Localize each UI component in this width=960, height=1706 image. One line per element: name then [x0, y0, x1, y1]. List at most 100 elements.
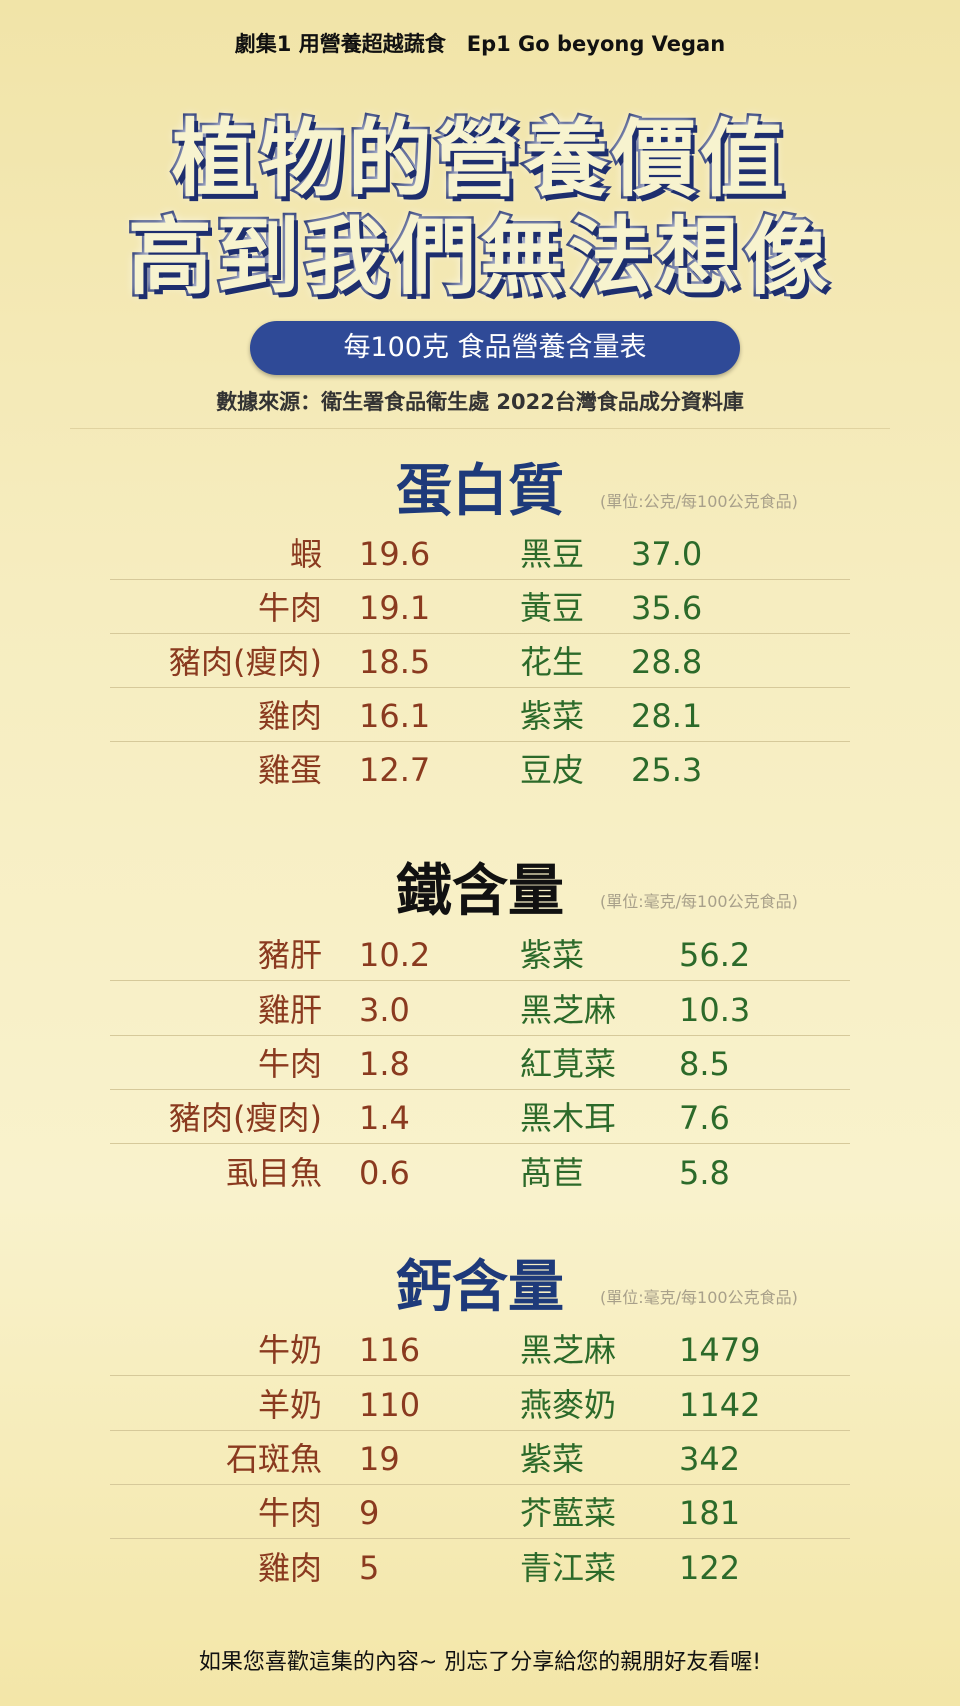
plant-food-name: 紫菜 — [520, 936, 585, 974]
table-row: 蝦 19.6 黑豆 37.0 — [110, 526, 850, 580]
table-row: 虱目魚 0.6 萵苣 5.8 — [110, 1145, 850, 1199]
table-row: 牛肉 19.1 黃豆 35.6 — [110, 580, 850, 634]
animal-food-value: 19.6 — [359, 535, 431, 573]
animal-food-value: 1.4 — [359, 1099, 410, 1137]
plant-food-name: 黑芝麻 — [520, 1331, 617, 1369]
animal-food-name: 雞肝 — [257, 991, 322, 1029]
animal-food-value: 19 — [359, 1440, 400, 1478]
row-divider — [110, 980, 850, 981]
table-row: 石斑魚 19 紫菜 342 — [110, 1431, 850, 1485]
table-row: 豬肉(瘦肉) 18.5 花生 28.8 — [110, 634, 850, 688]
section-unit: (單位:公克/每100公克食品) — [600, 492, 798, 511]
plant-food-name: 黑豆 — [520, 535, 585, 573]
animal-food-value: 10.2 — [359, 936, 431, 974]
plant-food-name: 花生 — [520, 643, 585, 681]
plant-food-value: 342 — [679, 1440, 741, 1478]
animal-food-value: 9 — [359, 1494, 380, 1532]
animal-food-value: 12.7 — [359, 751, 431, 789]
plant-food-value: 28.1 — [631, 697, 703, 735]
plant-food-value: 35.6 — [631, 589, 703, 627]
table-row: 牛肉 9 芥藍菜 181 — [110, 1485, 850, 1539]
main-title-line2: 高到我們無法想像 — [125, 206, 832, 309]
row-divider — [110, 1430, 850, 1431]
plant-food-value: 7.6 — [679, 1099, 730, 1137]
animal-food-value: 3.0 — [359, 991, 410, 1029]
main-title-line1: 植物的營養價值 — [169, 108, 788, 211]
animal-food-value: 116 — [359, 1331, 421, 1369]
animal-food-name: 牛肉 — [257, 589, 322, 627]
plant-food-value: 181 — [679, 1494, 741, 1532]
row-divider — [110, 741, 850, 742]
animal-food-value: 1.8 — [359, 1045, 410, 1083]
plant-food-name: 燕麥奶 — [520, 1386, 617, 1424]
animal-food-name: 豬肉(瘦肉) — [169, 643, 322, 681]
row-divider — [110, 633, 850, 634]
row-divider — [110, 1035, 850, 1036]
animal-food-name: 虱目魚 — [225, 1154, 322, 1192]
animal-food-value: 18.5 — [359, 643, 431, 681]
plant-food-value: 1479 — [679, 1331, 761, 1369]
plant-food-value: 10.3 — [679, 991, 751, 1029]
section-unit: (單位:毫克/每100公克食品) — [600, 892, 798, 911]
animal-food-name: 石斑魚 — [225, 1440, 322, 1478]
row-divider — [110, 1484, 850, 1485]
row-divider — [110, 1089, 850, 1090]
row-divider — [110, 579, 850, 580]
row-divider — [110, 1538, 850, 1539]
section-title: 鐵含量 — [396, 859, 564, 924]
row-divider — [110, 1375, 850, 1376]
section-unit: (單位:毫克/每100公克食品) — [600, 1288, 798, 1307]
plant-food-value: 122 — [679, 1549, 741, 1587]
plant-food-name: 紫菜 — [520, 697, 585, 735]
animal-food-value: 110 — [359, 1386, 421, 1424]
table-row: 牛肉 1.8 紅莧菜 8.5 — [110, 1036, 850, 1090]
plant-food-name: 紫菜 — [520, 1440, 585, 1478]
divider — [70, 428, 890, 429]
animal-food-name: 牛奶 — [257, 1331, 322, 1369]
table-row: 雞蛋 12.7 豆皮 25.3 — [110, 742, 850, 796]
table-row: 雞肉 5 青江菜 122 — [110, 1540, 850, 1594]
section-title: 鈣含量 — [396, 1255, 564, 1320]
plant-food-value: 56.2 — [679, 936, 751, 974]
table-label-pill: 每100克 食品營養含量表 — [250, 321, 740, 375]
plant-food-name: 黃豆 — [520, 589, 585, 627]
plant-food-value: 28.8 — [631, 643, 703, 681]
data-source: 數據來源：衛生署食品衛生處 2022台灣食品成分資料庫 — [216, 390, 744, 414]
table-row: 雞肉 16.1 紫菜 28.1 — [110, 688, 850, 742]
animal-food-name: 蝦 — [289, 535, 322, 573]
episode-subtitle: 劇集1 用營養超越蔬食 Ep1 Go beyong Vegan — [234, 32, 726, 56]
animal-food-name: 豬肉(瘦肉) — [169, 1099, 322, 1137]
plant-food-value: 5.8 — [679, 1154, 730, 1192]
plant-food-name: 紅莧菜 — [520, 1045, 617, 1083]
plant-food-value: 37.0 — [631, 535, 703, 573]
animal-food-name: 牛肉 — [257, 1045, 322, 1083]
table-row: 羊奶 110 燕麥奶 1142 — [110, 1377, 850, 1431]
table-row: 豬肝 10.2 紫菜 56.2 — [110, 927, 850, 981]
animal-food-name: 羊奶 — [257, 1386, 322, 1424]
plant-food-value: 25.3 — [631, 751, 703, 789]
plant-food-value: 8.5 — [679, 1045, 730, 1083]
table-row: 豬肉(瘦肉) 1.4 黑木耳 7.6 — [110, 1090, 850, 1144]
animal-food-name: 雞蛋 — [257, 751, 322, 789]
plant-food-name: 萵苣 — [520, 1154, 585, 1192]
table-row: 雞肝 3.0 黑芝麻 10.3 — [110, 982, 850, 1036]
section-title: 蛋白質 — [396, 459, 564, 524]
plant-food-name: 青江菜 — [520, 1549, 617, 1587]
animal-food-value: 5 — [359, 1549, 380, 1587]
animal-food-value: 16.1 — [359, 697, 431, 735]
animal-food-name: 牛肉 — [257, 1494, 322, 1532]
plant-food-name: 黑芝麻 — [520, 991, 617, 1029]
plant-food-value: 1142 — [679, 1386, 761, 1424]
animal-food-name: 雞肉 — [257, 1549, 322, 1587]
plant-food-name: 豆皮 — [520, 751, 585, 789]
table-row: 牛奶 116 黑芝麻 1479 — [110, 1322, 850, 1376]
animal-food-value: 0.6 — [359, 1154, 410, 1192]
animal-food-value: 19.1 — [359, 589, 431, 627]
animal-food-name: 雞肉 — [257, 697, 322, 735]
row-divider — [110, 687, 850, 688]
plant-food-name: 黑木耳 — [520, 1099, 617, 1137]
plant-food-name: 芥藍菜 — [520, 1494, 617, 1532]
row-divider — [110, 1143, 850, 1144]
footer-text: 如果您喜歡這集的內容~ 別忘了分享給您的親朋好友看喔! — [198, 1650, 762, 1675]
animal-food-name: 豬肝 — [257, 936, 322, 974]
